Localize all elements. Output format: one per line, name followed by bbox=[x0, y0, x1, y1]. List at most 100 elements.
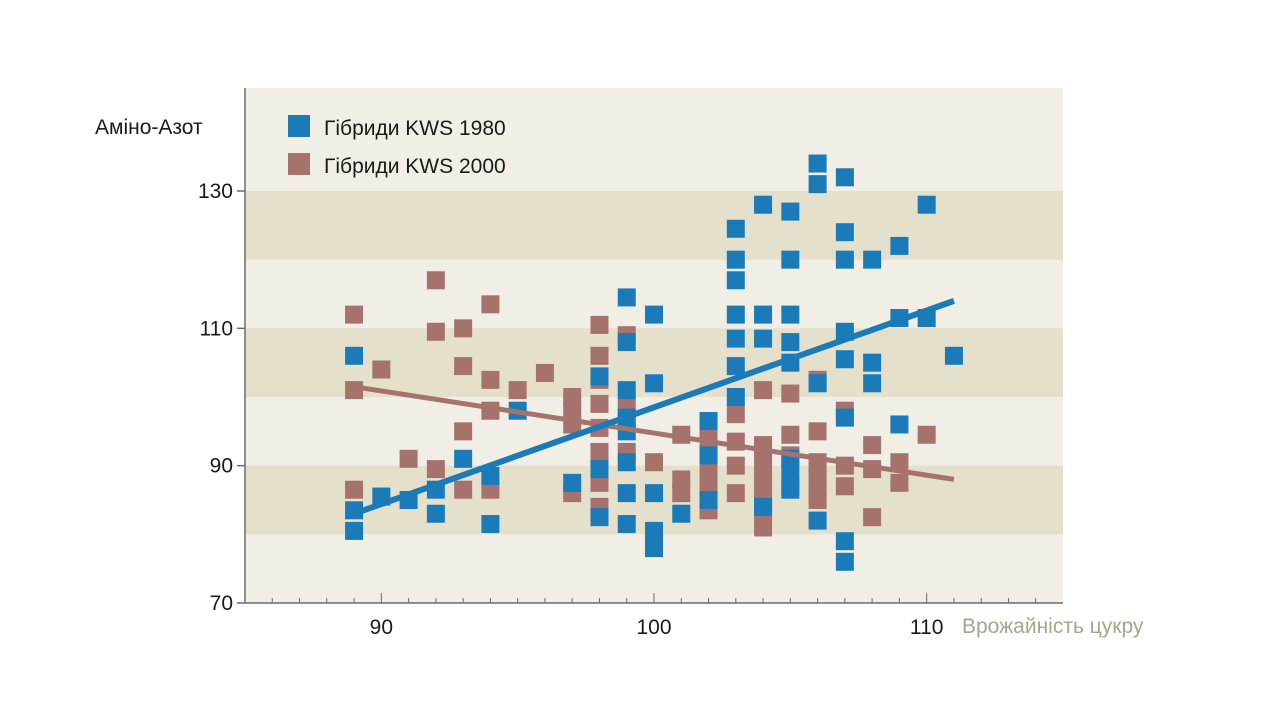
series-0-point-8 bbox=[481, 466, 500, 485]
legend-label-1980: Гібриди KWS 1980 bbox=[324, 117, 506, 140]
series-1-point-67 bbox=[863, 508, 882, 527]
series-1-point-65 bbox=[863, 436, 882, 455]
series-1-point-19 bbox=[563, 401, 582, 420]
series-0-point-32 bbox=[726, 219, 745, 238]
series-0-point-6 bbox=[426, 504, 445, 523]
trend-layer bbox=[353, 298, 955, 517]
series-1-point-3 bbox=[372, 360, 391, 379]
series-0-point-69 bbox=[917, 195, 936, 214]
series-1-point-23 bbox=[590, 346, 609, 365]
x-ticks: 90 100 110 bbox=[271, 593, 1037, 639]
series-0-point-39 bbox=[754, 195, 773, 214]
series-1-point-5 bbox=[426, 271, 445, 290]
series-1-point-15 bbox=[481, 480, 500, 499]
series-0-point-49 bbox=[781, 463, 800, 482]
series-0-point-28 bbox=[672, 504, 691, 523]
x-tick-label-100: 100 bbox=[636, 616, 671, 639]
series-1-point-22 bbox=[590, 315, 609, 334]
series-0-point-42 bbox=[754, 497, 773, 516]
series-1-point-4 bbox=[399, 449, 418, 468]
series-1-point-68 bbox=[890, 453, 909, 472]
y-ticks: 70 90 110 130 bbox=[198, 180, 245, 615]
series-0-point-0 bbox=[345, 346, 364, 365]
series-0-point-26 bbox=[645, 521, 663, 540]
x-axis-title: Врожайність цукру bbox=[962, 615, 1144, 638]
series-1-point-45 bbox=[754, 381, 773, 400]
grid-band-2 bbox=[245, 191, 1063, 260]
series-0-point-56 bbox=[835, 223, 854, 242]
series-1-point-48 bbox=[754, 470, 773, 489]
series-1-point-69 bbox=[890, 473, 909, 492]
series-0-point-55 bbox=[835, 168, 854, 187]
series-0-point-25 bbox=[645, 484, 663, 503]
series-0-point-37 bbox=[726, 357, 745, 376]
series-0-point-23 bbox=[645, 305, 663, 324]
series-0-point-14 bbox=[590, 508, 609, 527]
series-1-point-27 bbox=[590, 442, 609, 461]
series-0-point-33 bbox=[726, 250, 745, 269]
series-0-point-63 bbox=[863, 250, 882, 269]
series-0-point-21 bbox=[617, 484, 636, 503]
series-1-point-17 bbox=[535, 363, 554, 382]
series-0-point-50 bbox=[781, 480, 800, 499]
series-1-point-47 bbox=[754, 453, 773, 472]
legend: Гібриди KWS 1980 Гібриди KWS 2000 bbox=[288, 115, 506, 178]
y-tick-label-70: 70 bbox=[210, 592, 233, 615]
series-0-point-9 bbox=[481, 515, 500, 534]
series-1-point-51 bbox=[754, 518, 773, 537]
series-0-point-16 bbox=[617, 333, 636, 352]
series-1-point-25 bbox=[590, 394, 609, 413]
series-1-point-36 bbox=[672, 484, 691, 503]
series-0-point-13 bbox=[590, 460, 609, 479]
series-1-point-61 bbox=[808, 491, 827, 509]
series-1-point-13 bbox=[481, 370, 500, 389]
series-1-point-18 bbox=[563, 388, 582, 406]
series-0-point-45 bbox=[781, 305, 800, 324]
series-0-point-34 bbox=[726, 271, 745, 290]
series-1-point-64 bbox=[835, 477, 854, 496]
series-0-point-38 bbox=[726, 388, 745, 406]
series-0-point-59 bbox=[835, 350, 854, 369]
series-1-point-9 bbox=[454, 357, 473, 376]
series-0-point-7 bbox=[454, 449, 473, 468]
series-1-point-38 bbox=[699, 463, 718, 482]
series-1-point-44 bbox=[726, 484, 745, 503]
series-0-point-43 bbox=[781, 202, 800, 221]
y-tick-label-130: 130 bbox=[198, 180, 233, 203]
series-0-point-66 bbox=[890, 236, 909, 255]
trend-line-0 bbox=[353, 298, 955, 517]
y-tick-label-110: 110 bbox=[200, 317, 233, 340]
series-1-point-11 bbox=[454, 480, 473, 499]
x-tick-label-90: 90 bbox=[370, 616, 393, 639]
legend-swatch-1980 bbox=[288, 115, 310, 137]
legend-label-2000: Гібриди KWS 2000 bbox=[324, 155, 506, 178]
series-1-point-35 bbox=[672, 470, 691, 489]
series-0-point-64 bbox=[863, 353, 882, 372]
series-0-point-57 bbox=[835, 250, 854, 269]
series-1-point-59 bbox=[808, 466, 827, 485]
series-1-point-16 bbox=[508, 381, 527, 400]
series-0-point-62 bbox=[835, 552, 854, 571]
series-0-point-40 bbox=[754, 305, 773, 324]
series-0-point-65 bbox=[863, 374, 882, 393]
series-0-point-71 bbox=[944, 346, 963, 365]
series-0-point-17 bbox=[617, 381, 636, 400]
y-tick-label-90: 90 bbox=[210, 455, 233, 478]
series-0-point-24 bbox=[645, 374, 663, 393]
series-1-point-0 bbox=[345, 305, 364, 324]
x-tick-label-110: 110 bbox=[910, 616, 943, 639]
series-0-point-60 bbox=[835, 408, 854, 427]
series-1-point-8 bbox=[454, 319, 473, 338]
series-1-point-6 bbox=[426, 322, 445, 341]
series-0-point-2 bbox=[345, 521, 364, 540]
series-1-point-10 bbox=[454, 422, 473, 441]
series-1-point-52 bbox=[781, 384, 800, 403]
series-1-point-41 bbox=[726, 405, 745, 424]
series-1-point-39 bbox=[699, 477, 718, 496]
series-0-point-30 bbox=[699, 446, 718, 465]
series-1-point-57 bbox=[808, 422, 827, 441]
series-1-point-2 bbox=[345, 480, 364, 499]
series-0-point-36 bbox=[726, 329, 745, 348]
trend-line-1 bbox=[353, 384, 955, 482]
